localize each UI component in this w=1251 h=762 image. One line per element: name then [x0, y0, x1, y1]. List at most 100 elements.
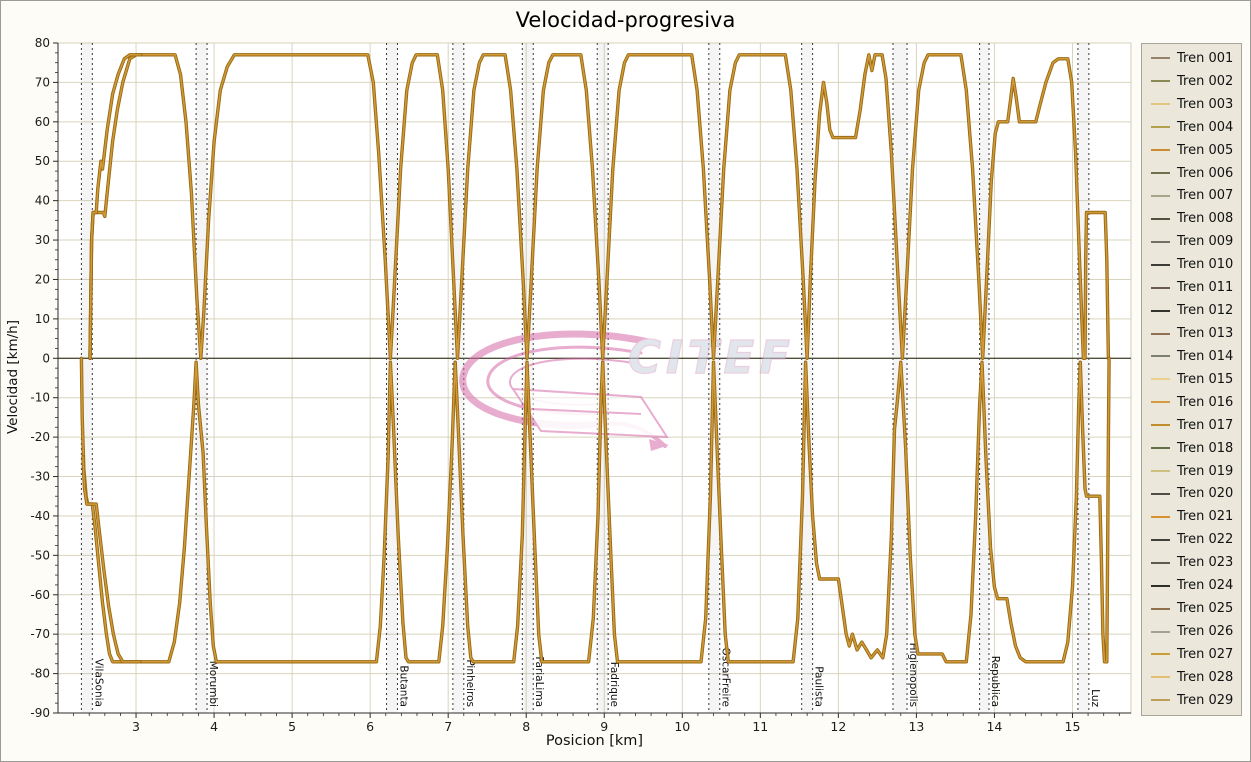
chart-title: Velocidad-progresiva: [515, 8, 736, 32]
station-label: Higienopolis: [907, 643, 919, 707]
station-band: [452, 43, 464, 713]
x-tick-label: 12: [830, 719, 846, 734]
legend-item: Tren 008: [1151, 212, 1241, 225]
station-label: VilaSonia: [92, 659, 104, 707]
y-tick-label: 50: [35, 154, 50, 168]
y-tick-label: 70: [35, 75, 50, 89]
legend-label: Tren 005: [1177, 142, 1234, 158]
y-tick-label: -70: [30, 627, 50, 641]
y-tick-label: -60: [30, 588, 50, 602]
y-tick-label: -20: [30, 430, 50, 444]
y-tick-label: -90: [30, 706, 50, 720]
x-tick-label: 3: [132, 719, 140, 734]
legend-label: Tren 029: [1177, 692, 1234, 708]
station-band: [196, 43, 208, 713]
legend-item: Tren 002: [1151, 75, 1241, 88]
legend-swatch: [1151, 332, 1170, 335]
legend-label: Tren 022: [1177, 532, 1234, 548]
x-tick-label: 11: [752, 719, 768, 734]
legend-swatch: [1151, 515, 1170, 518]
legend-swatch: [1151, 699, 1170, 702]
x-tick-label: 8: [522, 719, 530, 734]
legend-swatch: [1151, 80, 1170, 83]
legend-item: Tren 015: [1151, 373, 1241, 386]
x-tick-label: 5: [288, 719, 296, 734]
legend-swatch: [1151, 194, 1170, 197]
station-band: [81, 43, 93, 713]
station-label: Pinheiros: [464, 659, 476, 707]
y-tick-label: 30: [35, 233, 50, 247]
y-tick-label: 80: [35, 36, 50, 50]
citef-watermark: CITEF: [459, 330, 791, 451]
legend-swatch: [1151, 538, 1170, 541]
legend-item: Tren 009: [1151, 235, 1241, 248]
x-tick-label: 9: [600, 719, 608, 734]
legend-swatch: [1151, 309, 1170, 312]
legend-item: Tren 017: [1151, 419, 1241, 432]
legend-label: Tren 003: [1177, 96, 1234, 112]
legend-label: Tren 019: [1177, 463, 1234, 479]
legend-swatch: [1151, 492, 1170, 495]
legend-swatch: [1151, 172, 1170, 175]
x-tick-label: 14: [986, 719, 1002, 734]
y-tick-label: 60: [35, 115, 50, 129]
legend-item: Tren 022: [1151, 533, 1241, 546]
legend-label: Tren 021: [1177, 509, 1234, 525]
legend-label: Tren 015: [1177, 371, 1234, 387]
y-tick-label: -40: [30, 509, 50, 523]
y-tick-label: -50: [30, 548, 50, 562]
legend-swatch: [1151, 470, 1170, 473]
y-tick-label: -10: [30, 391, 50, 405]
legend-item: Tren 001: [1151, 52, 1241, 65]
legend-swatch: [1151, 217, 1170, 220]
legend-item: Tren 003: [1151, 98, 1241, 111]
legend-label: Tren 004: [1177, 119, 1234, 135]
y-tick-label: -80: [30, 667, 50, 681]
y-tick-label: 40: [35, 194, 50, 208]
legend-label: Tren 028: [1177, 669, 1234, 685]
legend-label: Tren 007: [1177, 188, 1234, 204]
y-tick-label: -30: [30, 470, 50, 484]
legend-swatch: [1151, 57, 1170, 60]
legend-item: Tren 004: [1151, 121, 1241, 134]
legend-item: Tren 024: [1151, 579, 1241, 592]
legend-label: Tren 023: [1177, 555, 1234, 571]
legend-label: Tren 011: [1177, 280, 1234, 296]
legend-label: Tren 024: [1177, 578, 1234, 594]
legend: Tren 001 Tren 002 Tren 003 Tren 004 Tren 005…: [1141, 43, 1242, 716]
legend-swatch: [1151, 126, 1170, 129]
legend-swatch: [1151, 630, 1170, 633]
legend-label: Tren 017: [1177, 417, 1234, 433]
series-path-core: [89, 54, 142, 360]
legend-swatch: [1151, 561, 1170, 564]
legend-label: Tren 001: [1177, 50, 1234, 66]
station-label: Morumbi: [207, 661, 219, 707]
x-tick-label: 10: [674, 719, 690, 734]
x-axis-label: Posicion [km]: [545, 733, 644, 749]
legend-swatch: [1151, 103, 1170, 106]
legend-label: Tren 012: [1177, 303, 1234, 319]
legend-item: Tren 021: [1151, 510, 1241, 523]
legend-label: Tren 027: [1177, 646, 1234, 662]
station-band: [1077, 43, 1089, 713]
station-label: Luz: [1089, 689, 1101, 707]
legend-item: Tren 006: [1151, 167, 1241, 180]
legend-swatch: [1151, 286, 1170, 289]
legend-item: Tren 028: [1151, 671, 1241, 684]
legend-swatch: [1151, 607, 1170, 610]
legend-swatch: [1151, 378, 1170, 381]
legend-swatch: [1151, 401, 1170, 404]
station-label: Butanta: [397, 665, 409, 707]
x-tick-label: 6: [366, 719, 374, 734]
legend-label: Tren 020: [1177, 486, 1234, 502]
legend-item: Tren 020: [1151, 487, 1241, 500]
legend-swatch: [1151, 263, 1170, 266]
station-label: OscarFreire: [720, 647, 732, 707]
station-label: FariaLima: [533, 656, 545, 707]
station-label: Paulista: [813, 666, 825, 707]
legend-item: Tren 011: [1151, 281, 1241, 294]
legend-item: Tren 018: [1151, 442, 1241, 455]
legend-label: Tren 016: [1177, 394, 1234, 410]
